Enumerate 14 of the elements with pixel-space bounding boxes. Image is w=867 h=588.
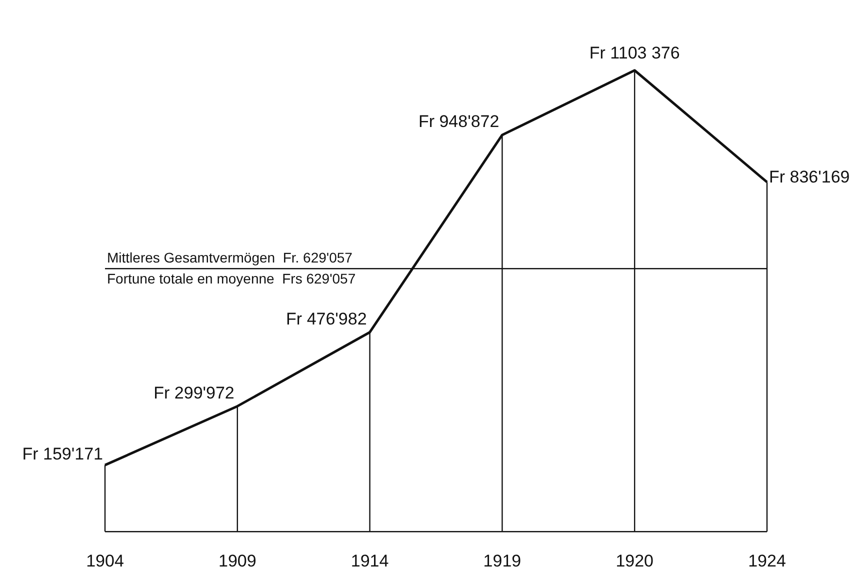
data-label: Fr 1103 376 bbox=[589, 44, 680, 63]
data-label: Fr 476'982 bbox=[286, 309, 367, 328]
x-tick-label: 1920 bbox=[616, 551, 654, 570]
annotation: Fortune totale en moyenne Frs 629'057 bbox=[107, 270, 356, 287]
x-tick-label: 1924 bbox=[748, 551, 786, 570]
data-label: Fr 836'169 bbox=[769, 167, 850, 186]
data-label: Fr 159'171 bbox=[22, 444, 103, 464]
data-label: Fr 948'872 bbox=[418, 112, 500, 132]
ref-line-label: Mittleres Gesamtvermögen Fr. 629'057 bbox=[107, 250, 353, 266]
x-tick-label: 1914 bbox=[350, 551, 389, 570]
x-tick-label: 1904 bbox=[86, 551, 124, 570]
x-tick-label: 1919 bbox=[483, 551, 522, 570]
x-tick-label: 1909 bbox=[218, 551, 256, 570]
data-label: Fr 299'972 bbox=[154, 383, 234, 402]
